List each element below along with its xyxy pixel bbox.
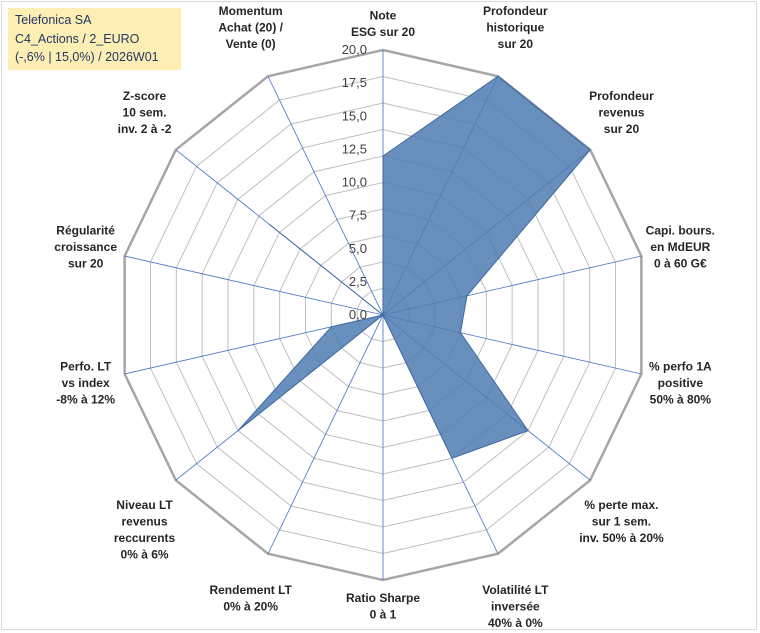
performance-summary: (-,6% | 15,0%) / 2026W01 — [15, 50, 159, 64]
axis-spoke — [267, 314, 384, 554]
axis-label-line: positive — [658, 376, 704, 390]
axis-label: Régularité croissance sur 20 — [54, 224, 117, 271]
axis-spoke — [124, 255, 384, 316]
axis-label: % perfo 1A positive 50% à 80% — [649, 359, 712, 406]
tick-label: 15,0 — [342, 108, 367, 123]
axis-label-line: 0 à 1 — [370, 608, 397, 622]
axis-label-line: inversée — [491, 599, 540, 613]
axis-label-line: 0% à 20% — [223, 599, 278, 613]
axis-label: Perfo. LT vs index -8% à 12% — [56, 359, 115, 406]
axis-label-line: ESG sur 20 — [351, 25, 415, 39]
axis-label-line: % perfo 1A — [649, 359, 712, 373]
axis-spoke — [267, 76, 384, 316]
axis-label: Volatilité LT inversée 40% à 0% — [482, 583, 549, 630]
tick-label: 5,0 — [349, 241, 367, 256]
axis-label-line: sur 20 — [498, 37, 534, 51]
company-name: Telefonica SA — [15, 13, 92, 27]
axis-label-line: Momentum — [219, 4, 283, 18]
axis-label-line: en MdEUR — [650, 240, 710, 254]
axis-label: Profondeur historique sur 20 — [483, 4, 548, 51]
axis-label: Niveau LT revenus reccurents 0% à 6% — [114, 498, 176, 561]
axis-label-line: 50% à 80% — [650, 392, 712, 406]
axis-label-line: sur 1 sem. — [592, 515, 651, 529]
tick-label: 0,0 — [349, 307, 367, 322]
tick-label: 2,5 — [349, 274, 367, 289]
axis-label-line: Perfo. LT — [60, 359, 112, 373]
axis-label: Z-score 10 sem. inv. 2 à -2 — [118, 89, 172, 136]
axis-label: Momentum Achat (20) / Vente (0) — [218, 4, 283, 51]
tick-label: 12,5 — [342, 141, 367, 156]
axis-label-line: Ratio Sharpe — [346, 591, 420, 605]
tick-label: 20,0 — [342, 42, 367, 57]
axis-label: Profondeur revenus sur 20 — [589, 89, 654, 136]
chart-title-box: Telefonica SA C4_Actions / 2_EURO (-,6% … — [8, 8, 181, 70]
axis-label-line: 0 à 60 G€ — [654, 257, 707, 271]
axis-label: Ratio Sharpe 0 à 1 — [346, 591, 420, 622]
axis-label-line: Régularité — [56, 224, 115, 238]
series-area — [237, 75, 591, 459]
axis-label-line: sur 20 — [604, 122, 640, 136]
axis-label: Capi. bours. en MdEUR 0 à 60 G€ — [646, 224, 715, 271]
axis-label-line: Niveau LT — [116, 498, 173, 512]
axis-label-line: Profondeur — [483, 4, 548, 18]
axis-label-line: vs index — [62, 376, 110, 390]
axis-labels: Note ESG sur 20 Profondeur historique sur 20… — [54, 4, 715, 630]
tick-label: 17,5 — [342, 75, 367, 90]
axis-label-line: inv. 50% à 20% — [579, 531, 664, 545]
axis-label-line: -8% à 12% — [56, 392, 115, 406]
axis-label-line: Z-score — [123, 89, 167, 103]
axis-label-line: inv. 2 à -2 — [118, 122, 172, 136]
tick-label: 10,0 — [342, 175, 367, 190]
axis-label-line: % perte max. — [584, 498, 658, 512]
axis-label-line: sur 20 — [68, 257, 104, 271]
axis-label-line: 0% à 6% — [121, 548, 169, 562]
axis-label: Rendement LT 0% à 20% — [209, 583, 292, 614]
axis-label-line: Vente (0) — [226, 37, 276, 51]
category-label: C4_Actions / 2_EURO — [15, 31, 140, 46]
radial-tick-labels: 0,0 2,5 5,0 7,5 10,0 12,5 15,0 17,5 20,0 — [342, 42, 367, 322]
axis-label-line: Achat (20) / — [218, 21, 283, 35]
axis-label-line: 40% à 0% — [488, 616, 543, 630]
axis-label-line: Capi. bours. — [646, 224, 715, 238]
axis-label-line: Note — [370, 9, 397, 23]
axis-label: % perte max. sur 1 sem. inv. 50% à 20% — [579, 498, 664, 545]
axis-label: Note ESG sur 20 — [351, 9, 415, 40]
axis-label-line: croissance — [54, 240, 117, 254]
axis-label-line: historique — [486, 21, 544, 35]
axis-label-line: Profondeur — [589, 89, 654, 103]
tick-label: 7,5 — [349, 208, 367, 223]
axis-label-line: Volatilité LT — [482, 583, 549, 597]
axis-label-line: reccurents — [114, 531, 176, 545]
axis-label-line: revenus — [122, 515, 168, 529]
axis-label-line: revenus — [598, 105, 644, 119]
data-area — [237, 75, 591, 459]
axis-label-line: Rendement LT — [209, 583, 292, 597]
axis-label-line: 10 sem. — [123, 105, 167, 119]
